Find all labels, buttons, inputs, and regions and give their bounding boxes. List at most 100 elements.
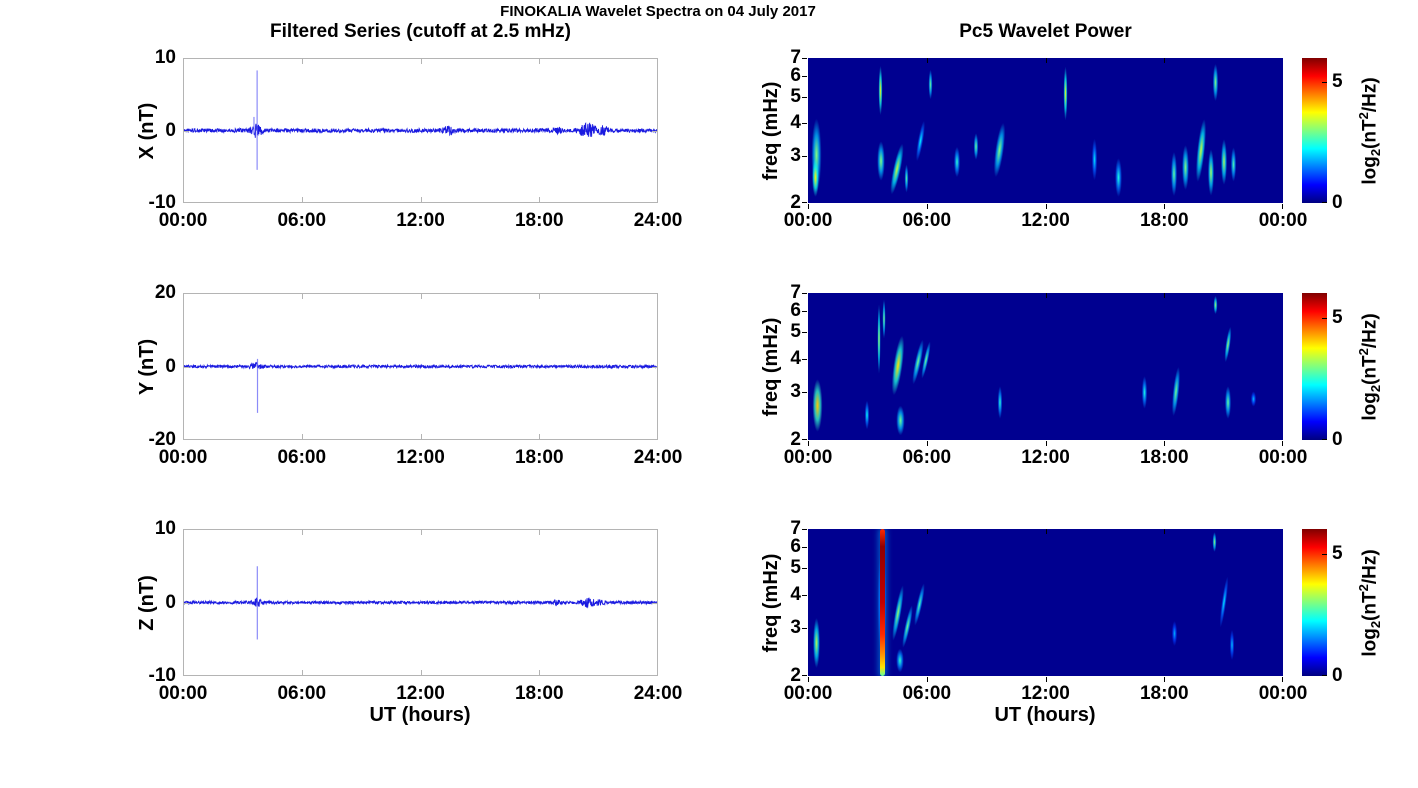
tick-mark xyxy=(1322,317,1327,319)
tick-mark xyxy=(652,202,657,203)
tick-mark xyxy=(301,434,303,439)
x-tick-label: 12:00 xyxy=(396,210,445,231)
wavelet-blob xyxy=(1229,141,1238,187)
x-tick-label: 06:00 xyxy=(902,210,952,231)
colorbar-tick-label: 0 xyxy=(1332,192,1343,213)
colorbar-label-part: 2 xyxy=(1356,347,1371,355)
x-tick-label: 00:00 xyxy=(783,683,833,704)
wavelet-blob xyxy=(1113,152,1123,203)
tick-mark xyxy=(926,677,928,682)
tick-mark xyxy=(184,675,189,676)
timeseries-line xyxy=(184,566,657,640)
freq-tick-label: 4 xyxy=(790,583,801,605)
tick-mark xyxy=(539,59,541,64)
tick-mark xyxy=(652,366,657,368)
freq-tick-label: 4 xyxy=(790,347,801,369)
colorbar-label-part: 2 xyxy=(1368,384,1384,392)
tick-mark xyxy=(420,197,422,202)
tick-mark xyxy=(657,670,658,675)
left-column-title: Filtered Series (cutoff at 2.5 mHz) xyxy=(270,21,571,42)
tick-mark xyxy=(1045,204,1047,209)
wavelet-blob xyxy=(1228,624,1235,665)
tick-mark xyxy=(184,293,189,294)
wavelet-streak xyxy=(1063,58,1069,129)
tick-mark xyxy=(420,434,422,439)
freq-tick-label: 3 xyxy=(790,617,801,639)
x-tick-label: 00:00 xyxy=(783,210,833,231)
tick-mark xyxy=(539,530,541,535)
tick-mark xyxy=(539,670,541,675)
tick-mark xyxy=(926,293,928,298)
freq-tick-label: 6 xyxy=(790,536,801,558)
tick-mark xyxy=(657,59,658,64)
tick-mark xyxy=(183,670,184,675)
wavelet-blob xyxy=(1168,358,1184,424)
tick-mark xyxy=(420,530,422,535)
tick-mark xyxy=(184,130,189,132)
freq-tick-label: 4 xyxy=(790,111,801,133)
timeseries-plot-x xyxy=(183,58,658,203)
wavelet-spectrogram-z xyxy=(808,529,1283,676)
wavelet-streak xyxy=(927,64,933,105)
tick-mark xyxy=(183,197,184,202)
tick-mark xyxy=(420,294,422,299)
colorbar-label-part: /Hz) xyxy=(1359,312,1381,348)
tick-mark xyxy=(1282,204,1283,209)
freq-tick-label: 5 xyxy=(790,557,801,579)
wavelet-blob xyxy=(912,114,929,169)
wavelet-blob xyxy=(810,371,824,440)
freq-tick-label: 6 xyxy=(790,64,801,86)
tick-mark xyxy=(802,675,807,676)
tick-mark xyxy=(652,529,657,530)
wavelet-blob xyxy=(989,113,1010,188)
colorbar-axis-label: log2(nT2/Hz) xyxy=(1350,267,1383,467)
x-tick-label: 06:00 xyxy=(902,683,952,704)
freq-tick-label: 2 xyxy=(790,192,801,213)
tick-mark xyxy=(802,156,807,158)
wavelet-spectrogram-y xyxy=(808,293,1283,440)
tick-mark xyxy=(184,366,189,368)
x-tick-label: 00:00 xyxy=(1258,447,1308,468)
wavelet-blob xyxy=(810,152,820,203)
tick-mark xyxy=(652,130,657,132)
tick-mark xyxy=(802,628,807,630)
freq-tick-label: 3 xyxy=(790,381,801,403)
left-x-axis-label: UT (hours) xyxy=(369,704,471,726)
tick-mark xyxy=(926,529,928,534)
freq-tick-label: 5 xyxy=(790,85,801,107)
tick-mark xyxy=(1322,675,1327,676)
x-tick-label: 12:00 xyxy=(1021,683,1070,704)
tick-mark xyxy=(802,96,807,98)
tick-mark xyxy=(657,294,658,299)
wavelet-blob xyxy=(864,396,871,435)
colorbar-axis-label: log2(nT2/Hz) xyxy=(1350,503,1383,703)
tick-mark xyxy=(808,441,809,446)
wavelet-streak xyxy=(1211,58,1219,107)
tick-mark xyxy=(1164,293,1166,298)
wavelet-blob xyxy=(895,400,906,440)
tick-mark xyxy=(652,58,657,59)
tick-mark xyxy=(802,311,807,313)
y-tick-label: -10 xyxy=(148,192,176,213)
x-tick-label: 00:00 xyxy=(158,210,208,231)
tick-mark xyxy=(652,439,657,440)
y-tick-label: 0 xyxy=(165,119,176,141)
wavelet-blob xyxy=(1141,371,1149,414)
y-tick-label: 0 xyxy=(165,591,176,613)
x-tick-label: 18:00 xyxy=(514,683,564,704)
wavelet-spectrogram-x xyxy=(808,58,1283,203)
tick-mark xyxy=(802,293,807,294)
colorbar-label-part: 2 xyxy=(1368,620,1384,628)
tick-mark xyxy=(802,75,807,77)
freq-tick-label: 7 xyxy=(790,47,801,68)
wavelet-blob xyxy=(1250,388,1258,410)
wavelet-blob xyxy=(1219,131,1228,192)
wavelet-blob xyxy=(1091,131,1098,187)
x-tick-label: 00:00 xyxy=(1258,683,1308,704)
timeseries-plot-z xyxy=(183,529,658,676)
colorbar-label-part: (nT xyxy=(1359,354,1381,385)
colorbar-label-part: 2 xyxy=(1356,111,1371,119)
wavelet-blob xyxy=(876,134,887,187)
x-tick-label: 24:00 xyxy=(633,683,683,704)
